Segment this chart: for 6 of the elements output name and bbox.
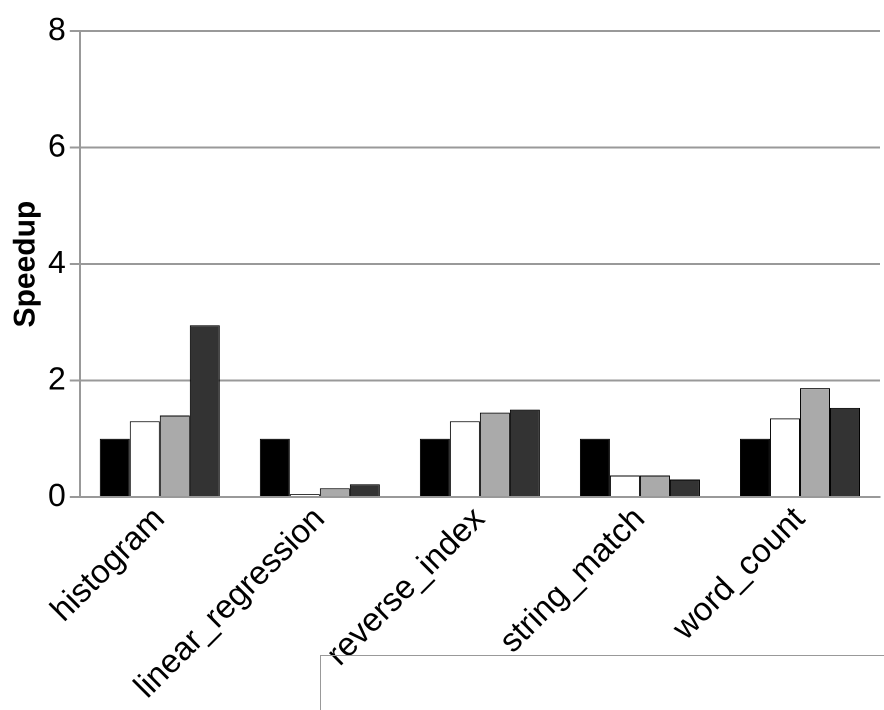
y-tick-label: 4 [48, 244, 66, 280]
y-tick-label: 8 [48, 11, 66, 48]
y-tick-label: 0 [48, 476, 66, 513]
y-tick-label: 6 [48, 127, 66, 164]
y-tick-label: 2 [48, 360, 66, 396]
y-axis-title: Speedup [8, 200, 42, 328]
